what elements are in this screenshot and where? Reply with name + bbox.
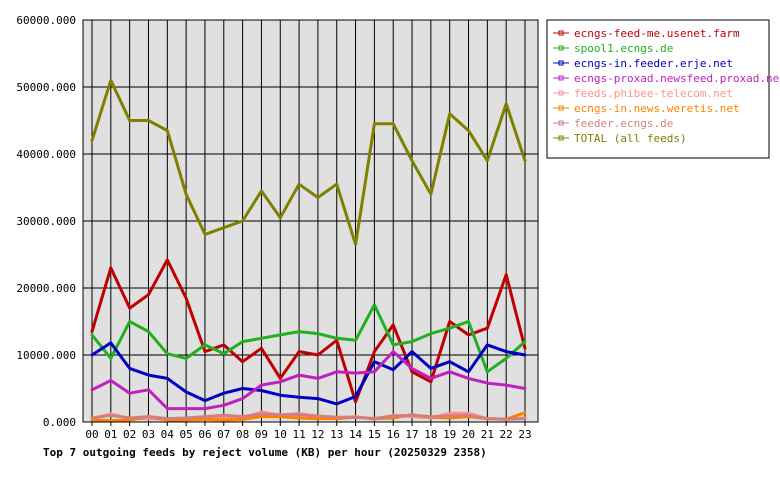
chart-title: Top 7 outgoing feeds by reject volume (K… [43, 446, 487, 459]
y-tick-label: 60000.000 [16, 14, 76, 27]
x-tick-label: 01 [104, 428, 117, 441]
x-tick-label: 15 [368, 428, 381, 441]
legend: ecngs-feed-me.usenet.farm spool1.ecngs.de… [546, 19, 780, 159]
series-line [90, 412, 527, 421]
y-axis-ticks: 0.000 10000.000 20000.000 30000.000 40000.00… [16, 14, 76, 429]
x-tick-label: 09 [255, 428, 268, 441]
x-tick-label: 21 [481, 428, 494, 441]
legend-label: ecngs-feed-me.usenet.farm [574, 27, 740, 40]
legend-marker [558, 105, 564, 111]
legend-label: TOTAL (all feeds) [574, 132, 687, 145]
y-tick-label: 30000.000 [16, 215, 76, 228]
y-tick-label: 50000.000 [16, 81, 76, 94]
legend-label: spool1.ecngs.de [574, 42, 673, 55]
x-tick-label: 11 [292, 428, 305, 441]
x-tick-label: 03 [142, 428, 155, 441]
legend-label: ecngs-in.feeder.erje.net [574, 57, 733, 70]
legend-label: feeds.phibee-telecom.net [574, 87, 733, 100]
x-tick-label: 05 [180, 428, 193, 441]
x-tick-label: 07 [217, 428, 230, 441]
legend-label: feeder.ecngs.de [574, 117, 673, 130]
series-line [90, 350, 527, 411]
y-tick-label: 10000.000 [16, 349, 76, 362]
legend-box [546, 19, 770, 159]
legend-marker [558, 75, 564, 81]
series-line [90, 303, 527, 374]
legend-marker [558, 120, 564, 126]
x-tick-label: 19 [443, 428, 456, 441]
y-tick-label: 0.000 [43, 416, 76, 429]
x-tick-label: 17 [405, 428, 418, 441]
x-tick-label: 02 [123, 428, 136, 441]
y-tick-label: 20000.000 [16, 282, 76, 295]
x-tick-label: 18 [424, 428, 437, 441]
legend-marker [558, 60, 564, 66]
series-line [90, 341, 527, 406]
legend-items: ecngs-feed-me.usenet.farm spool1.ecngs.de… [553, 27, 780, 145]
legend-marker [558, 45, 564, 51]
x-tick-label: 22 [500, 428, 513, 441]
legend-label: ecngs-in.news.weretis.net [574, 102, 740, 115]
x-tick-label: 14 [349, 428, 363, 441]
series-line [90, 78, 527, 246]
y-tick-label: 40000.000 [16, 148, 76, 161]
legend-label: ecngs-proxad.newsfeed.proxad.net [574, 72, 780, 85]
legend-marker [558, 30, 564, 36]
x-tick-label: 12 [311, 428, 324, 441]
legend-marker [558, 135, 564, 141]
x-tick-label: 04 [161, 428, 175, 441]
x-tick-label: 06 [198, 428, 211, 441]
x-tick-label: 10 [274, 428, 287, 441]
x-tick-label: 23 [518, 428, 531, 441]
x-tick-label: 00 [85, 428, 98, 441]
series-lines [90, 78, 527, 423]
grid [83, 19, 538, 423]
x-tick-label: 20 [462, 428, 475, 441]
x-axis-ticks: 00 01 02 03 04 05 06 07 08 09 10 11 12 13 14 15 16 17 18 19… [85, 422, 532, 441]
plot-frame [82, 19, 539, 423]
legend-marker [558, 90, 564, 96]
x-tick-label: 16 [387, 428, 400, 441]
series-line [90, 258, 527, 404]
x-tick-label: 08 [236, 428, 249, 441]
x-tick-label: 13 [330, 428, 343, 441]
